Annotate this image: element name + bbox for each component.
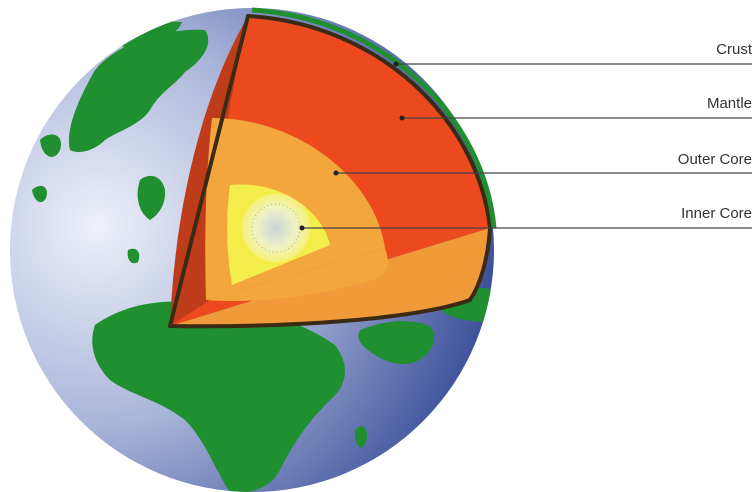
continent-europe <box>137 175 166 220</box>
continent-north <box>68 29 209 152</box>
leader-dot-crust <box>393 61 399 67</box>
leader-dots <box>299 61 405 231</box>
leader-dot-inner-core <box>299 225 305 231</box>
label-inner-core: Inner Core <box>681 205 752 222</box>
label-crust: Crust <box>716 41 752 58</box>
label-outer-core: Outer Core <box>677 151 752 168</box>
continent-arabia <box>358 321 435 365</box>
label-mantle: Mantle <box>706 95 752 112</box>
island-madagascar <box>354 426 368 448</box>
outer-core-floor <box>206 248 388 302</box>
leader-lines <box>302 63 752 229</box>
island-1 <box>40 134 61 157</box>
island-2 <box>32 185 47 203</box>
crust-green-rim <box>251 7 497 229</box>
leader-dot-outer-core <box>333 170 339 176</box>
crust-edge <box>168 14 492 329</box>
continent-africa <box>92 301 346 492</box>
leader-dot-mantle <box>399 115 405 121</box>
continent-greenland <box>118 21 182 49</box>
island-3 <box>127 248 140 264</box>
